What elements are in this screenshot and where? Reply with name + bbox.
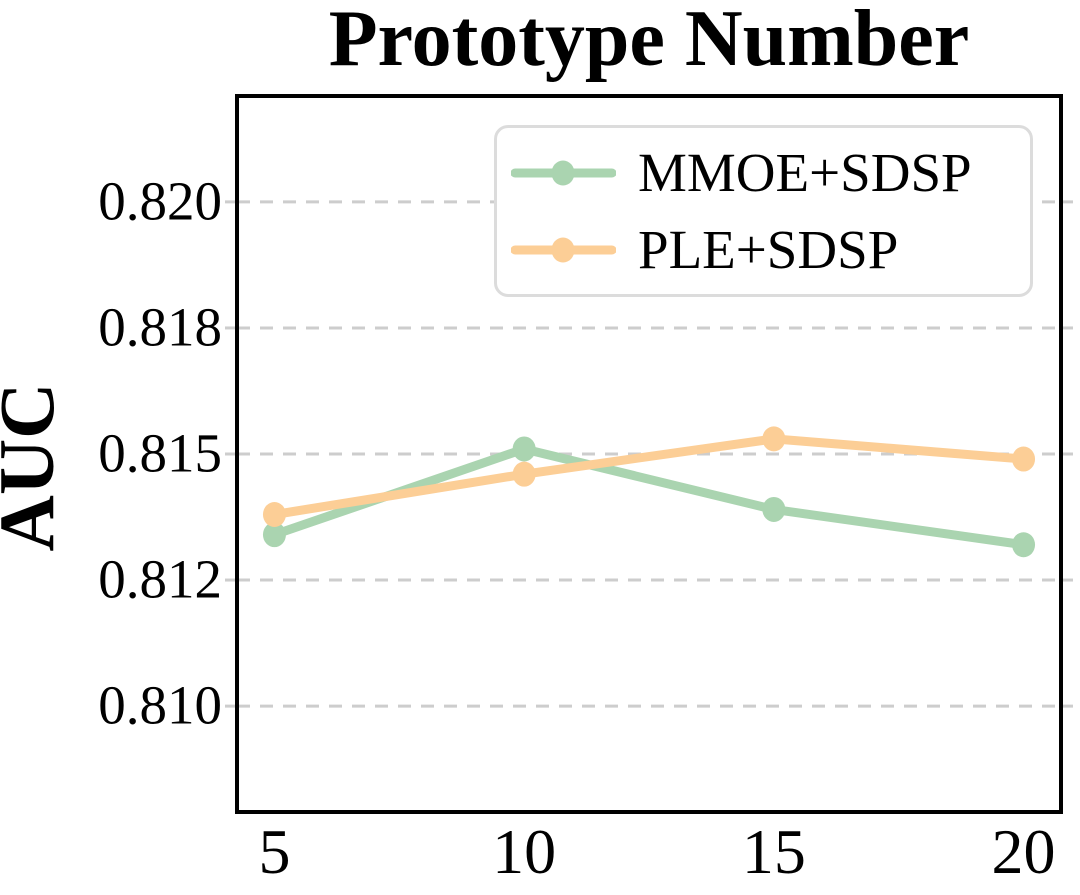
data-point-marker xyxy=(262,502,286,528)
data-point-marker xyxy=(762,496,786,522)
series-PLE+SDSP xyxy=(262,426,1036,528)
data-point-marker xyxy=(1012,532,1036,558)
x-tick-label: 20 xyxy=(991,816,1056,887)
y-tick-label: 0.820 xyxy=(98,170,222,232)
data-point-marker xyxy=(512,461,536,487)
plot-border xyxy=(235,94,1063,814)
legend-line-swatch xyxy=(511,237,616,262)
x-tick-label: 10 xyxy=(492,816,557,887)
y-tick-label: 0.810 xyxy=(98,674,222,736)
legend-item: MMOE+SDSP xyxy=(511,145,1030,200)
data-point-marker xyxy=(762,426,786,452)
legend-item: PLE+SDSP xyxy=(511,222,1030,277)
x-tick-label: 5 xyxy=(258,816,291,887)
x-tick-label: 15 xyxy=(741,816,806,887)
data-point-marker xyxy=(1012,446,1036,472)
legend-label: PLE+SDSP xyxy=(638,219,899,280)
data-point-marker xyxy=(262,522,286,548)
legend-marker xyxy=(551,237,575,262)
legend-marker xyxy=(551,160,575,185)
legend: MMOE+SDSP PLE+SDSP xyxy=(494,125,1033,297)
legend-label: MMOE+SDSP xyxy=(638,142,972,203)
series-line xyxy=(269,434,1029,520)
data-point-marker xyxy=(512,436,536,462)
legend-line-swatch xyxy=(511,160,616,185)
y-tick-label: 0.815 xyxy=(98,422,222,484)
chart-title: Prototype Number xyxy=(328,0,970,83)
y-tick-label: 0.818 xyxy=(98,296,222,358)
y-tick-label: 0.812 xyxy=(98,548,222,610)
